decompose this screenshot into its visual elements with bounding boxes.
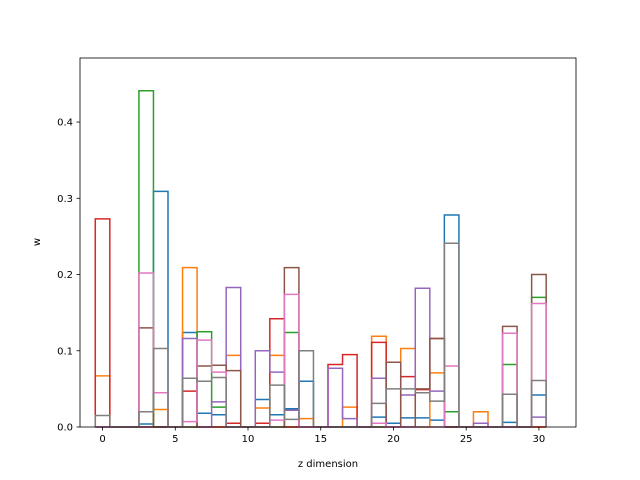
y-axis-label: w	[32, 238, 43, 246]
x-axis-ticks: 0 5 10 15 20 25 30	[99, 427, 545, 445]
y-tick-label: 0.3	[57, 194, 73, 205]
x-tick-label: 5	[172, 434, 178, 445]
x-tick-label: 30	[533, 434, 546, 445]
y-tick-label: 0.1	[57, 346, 73, 357]
x-tick-label: 0	[99, 434, 105, 445]
x-tick-label: 20	[387, 434, 400, 445]
y-tick-label: 0.0	[57, 423, 73, 434]
x-tick-label: 10	[242, 434, 255, 445]
axes-frame	[79, 57, 577, 428]
x-axis-label: z dimension	[298, 459, 358, 470]
y-tick-label: 0.2	[57, 270, 73, 281]
x-tick-label: 25	[460, 434, 473, 445]
y-axis-ticks: 0.0 0.1 0.2 0.3 0.4	[57, 118, 80, 434]
y-tick-label: 0.4	[57, 118, 73, 129]
x-tick-label: 15	[314, 434, 327, 445]
